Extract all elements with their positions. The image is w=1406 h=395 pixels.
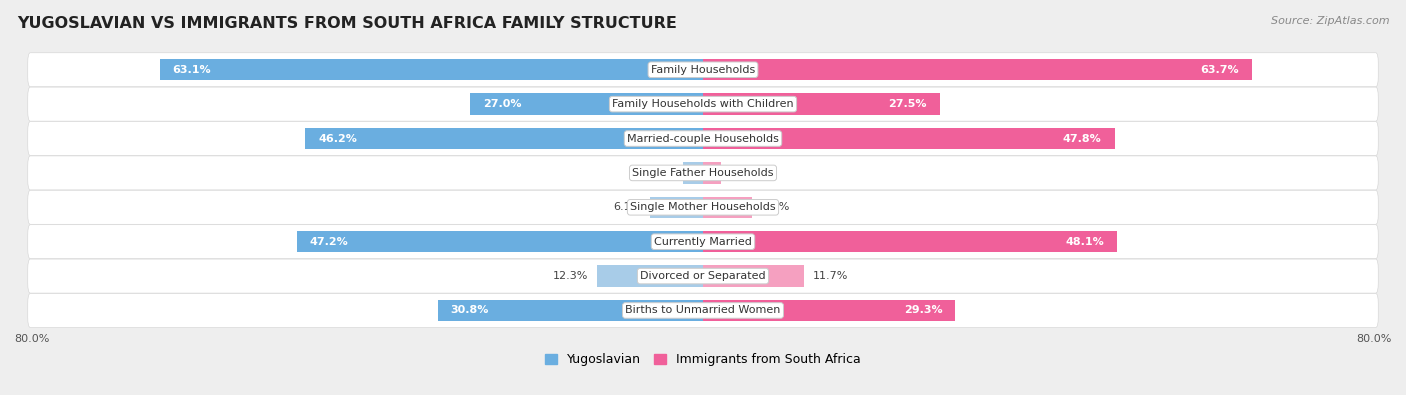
Text: Single Father Households: Single Father Households xyxy=(633,168,773,178)
Text: 6.1%: 6.1% xyxy=(613,202,643,212)
Text: 12.3%: 12.3% xyxy=(553,271,589,281)
Text: 63.1%: 63.1% xyxy=(173,65,211,75)
Text: Source: ZipAtlas.com: Source: ZipAtlas.com xyxy=(1271,16,1389,26)
Text: Family Households: Family Households xyxy=(651,65,755,75)
Bar xyxy=(703,94,939,115)
Bar xyxy=(703,265,804,287)
Text: 27.0%: 27.0% xyxy=(484,99,522,109)
FancyBboxPatch shape xyxy=(28,156,1378,190)
Bar xyxy=(160,59,703,81)
Text: 47.8%: 47.8% xyxy=(1063,134,1102,143)
Text: 2.1%: 2.1% xyxy=(730,168,758,178)
Text: Family Households with Children: Family Households with Children xyxy=(612,99,794,109)
Bar xyxy=(703,300,955,321)
Bar xyxy=(703,59,1251,81)
Bar xyxy=(703,162,721,184)
Bar xyxy=(703,128,1115,149)
Text: Single Mother Households: Single Mother Households xyxy=(630,202,776,212)
Bar xyxy=(703,231,1118,252)
Text: 63.7%: 63.7% xyxy=(1201,65,1239,75)
FancyBboxPatch shape xyxy=(28,225,1378,259)
Text: 11.7%: 11.7% xyxy=(813,271,848,281)
Text: Divorced or Separated: Divorced or Separated xyxy=(640,271,766,281)
Text: 80.0%: 80.0% xyxy=(1357,334,1392,344)
Bar xyxy=(683,162,703,184)
Text: Births to Unmarried Women: Births to Unmarried Women xyxy=(626,305,780,316)
Text: 29.3%: 29.3% xyxy=(904,305,942,316)
Text: 2.3%: 2.3% xyxy=(647,168,675,178)
Text: 47.2%: 47.2% xyxy=(309,237,349,247)
FancyBboxPatch shape xyxy=(28,87,1378,121)
Bar xyxy=(297,231,703,252)
Text: YUGOSLAVIAN VS IMMIGRANTS FROM SOUTH AFRICA FAMILY STRUCTURE: YUGOSLAVIAN VS IMMIGRANTS FROM SOUTH AFR… xyxy=(17,16,676,31)
FancyBboxPatch shape xyxy=(28,190,1378,224)
Text: 46.2%: 46.2% xyxy=(318,134,357,143)
Text: Married-couple Households: Married-couple Households xyxy=(627,134,779,143)
FancyBboxPatch shape xyxy=(28,259,1378,293)
Text: Currently Married: Currently Married xyxy=(654,237,752,247)
Bar xyxy=(305,128,703,149)
Legend: Yugoslavian, Immigrants from South Africa: Yugoslavian, Immigrants from South Afric… xyxy=(540,348,866,371)
Text: 80.0%: 80.0% xyxy=(14,334,49,344)
Bar xyxy=(471,94,703,115)
Bar xyxy=(651,197,703,218)
Text: 48.1%: 48.1% xyxy=(1066,237,1104,247)
Text: 30.8%: 30.8% xyxy=(451,305,489,316)
FancyBboxPatch shape xyxy=(28,293,1378,327)
FancyBboxPatch shape xyxy=(28,53,1378,87)
Bar xyxy=(437,300,703,321)
Text: 27.5%: 27.5% xyxy=(889,99,927,109)
Bar xyxy=(703,197,752,218)
FancyBboxPatch shape xyxy=(28,122,1378,156)
Bar xyxy=(598,265,703,287)
Text: 5.7%: 5.7% xyxy=(761,202,789,212)
